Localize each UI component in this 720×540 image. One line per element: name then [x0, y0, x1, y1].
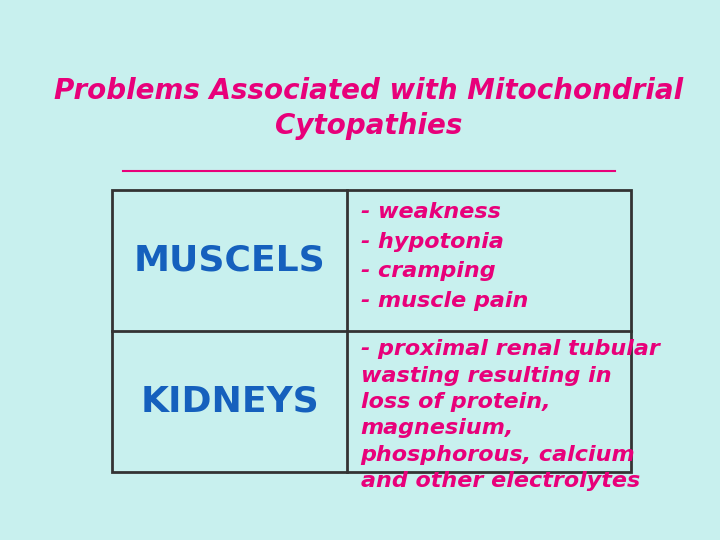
Text: Problems Associated with Mitochondrial
Cytopathies: Problems Associated with Mitochondrial C… — [55, 77, 683, 140]
Text: KIDNEYS: KIDNEYS — [140, 384, 319, 418]
Text: - proximal renal tubular
wasting resulting in
loss of protein,
magnesium,
phosph: - proximal renal tubular wasting resulti… — [361, 339, 660, 491]
Text: - weakness
- hypotonia
- cramping
- muscle pain: - weakness - hypotonia - cramping - musc… — [361, 202, 528, 311]
Bar — [112, 190, 631, 472]
Text: MUSCELS: MUSCELS — [134, 243, 325, 277]
